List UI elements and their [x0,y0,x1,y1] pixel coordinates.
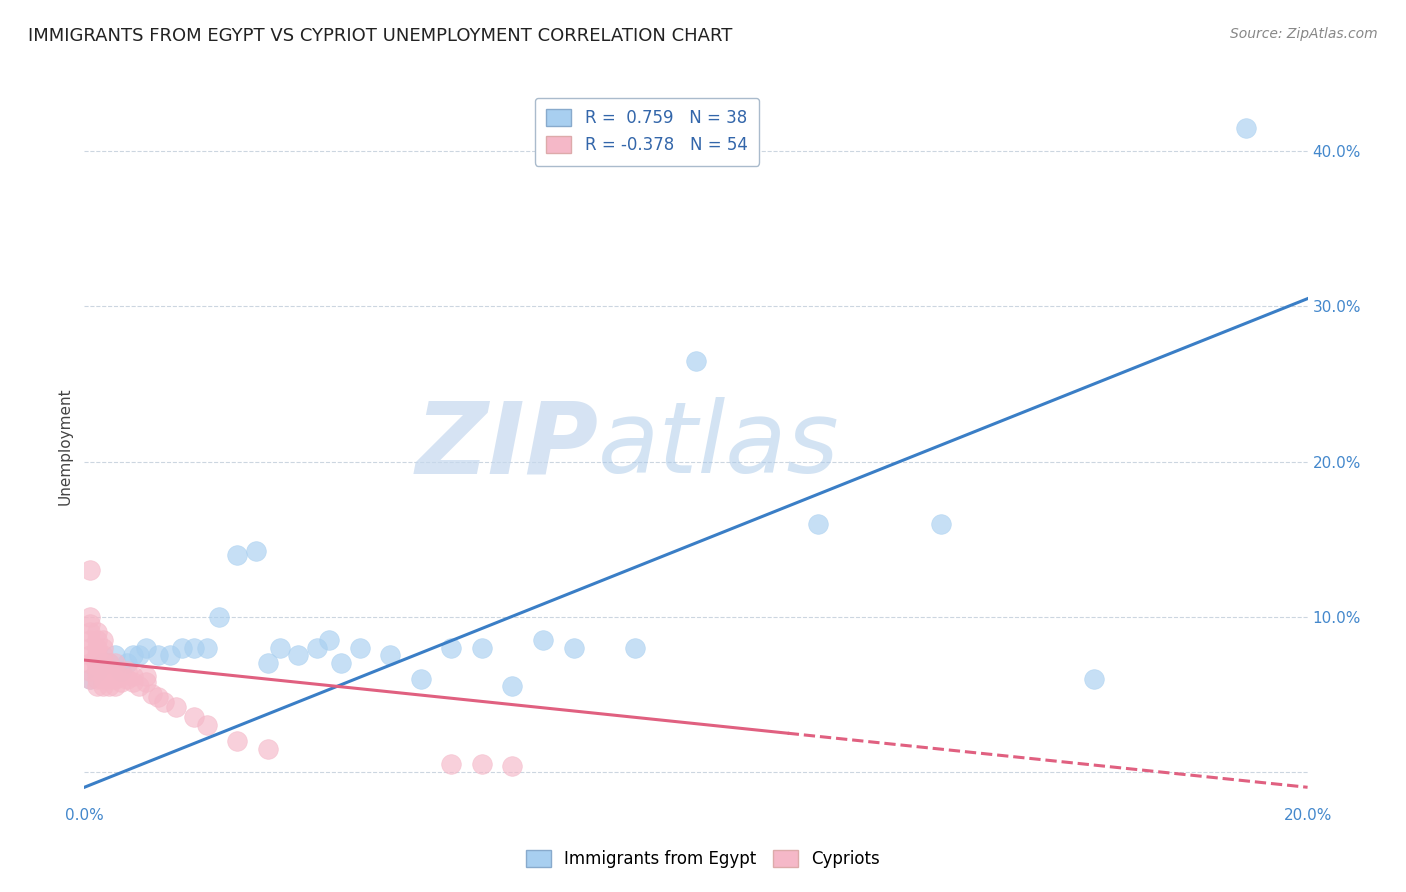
Point [287,648,309,663]
Point [502,680,524,694]
Point [226,733,249,747]
Point [141,687,163,701]
Point [122,648,145,663]
Text: Source: ZipAtlas.com: Source: ZipAtlas.com [1230,27,1378,41]
Point [440,757,463,772]
Point [195,640,218,655]
Point [79,648,101,663]
Point [172,640,194,655]
Point [471,757,494,772]
Point [91,664,114,678]
Point [79,672,101,686]
Point [104,680,127,694]
Point [115,656,138,670]
Point [257,656,280,670]
Point [183,640,205,655]
Point [79,625,101,640]
Text: ZIP: ZIP [415,398,598,494]
Point [79,632,101,647]
Point [104,656,127,670]
Point [318,632,340,647]
Text: atlas: atlas [598,398,839,494]
Legend: Immigrants from Egypt, Cypriots: Immigrants from Egypt, Cypriots [519,843,887,875]
Point [1236,120,1258,135]
Point [122,674,145,689]
Point [86,680,108,694]
Point [104,664,127,678]
Point [79,672,101,686]
Point [305,640,328,655]
Point [97,664,120,678]
Point [86,664,108,678]
Point [91,672,114,686]
Point [79,563,101,577]
Point [79,664,101,678]
Point [685,353,707,368]
Point [91,680,114,694]
Point [91,648,114,663]
Point [471,640,494,655]
Point [349,640,371,655]
Point [624,640,647,655]
Point [86,625,108,640]
Point [110,674,132,689]
Point [122,668,145,682]
Point [183,710,205,724]
Point [135,668,157,682]
Point [86,648,108,663]
Point [86,664,108,678]
Text: IMMIGRANTS FROM EGYPT VS CYPRIOT UNEMPLOYMENT CORRELATION CHART: IMMIGRANTS FROM EGYPT VS CYPRIOT UNEMPLO… [28,27,733,45]
Point [153,695,176,709]
Point [562,640,585,655]
Point [1083,672,1105,686]
Point [195,718,218,732]
Point [380,648,402,663]
Point [208,609,231,624]
Y-axis label: Unemployment: Unemployment [58,387,73,505]
Point [146,648,169,663]
Point [531,632,554,647]
Point [269,640,291,655]
Point [97,656,120,670]
Point [104,648,127,663]
Point [226,548,249,562]
Point [146,690,169,705]
Point [245,544,267,558]
Point [79,617,101,632]
Point [104,672,127,686]
Point [128,648,150,663]
Point [86,656,108,670]
Point [86,672,108,686]
Point [79,656,101,670]
Point [86,632,108,647]
Legend: R =  0.759   N = 38, R = -0.378   N = 54: R = 0.759 N = 38, R = -0.378 N = 54 [534,97,759,166]
Point [79,609,101,624]
Point [929,516,952,531]
Point [110,668,132,682]
Point [91,640,114,655]
Point [440,640,463,655]
Point [330,656,353,670]
Point [86,640,108,655]
Point [91,656,114,670]
Point [135,640,157,655]
Point [97,680,120,694]
Point [135,674,157,689]
Point [79,640,101,655]
Point [86,659,108,673]
Point [97,672,120,686]
Point [159,648,181,663]
Point [110,664,132,678]
Point [165,699,187,714]
Point [115,664,138,678]
Point [91,656,114,670]
Point [409,672,432,686]
Point [807,516,830,531]
Point [257,741,280,756]
Point [97,656,120,670]
Point [115,672,138,686]
Point [128,680,150,694]
Point [91,632,114,647]
Point [502,758,524,772]
